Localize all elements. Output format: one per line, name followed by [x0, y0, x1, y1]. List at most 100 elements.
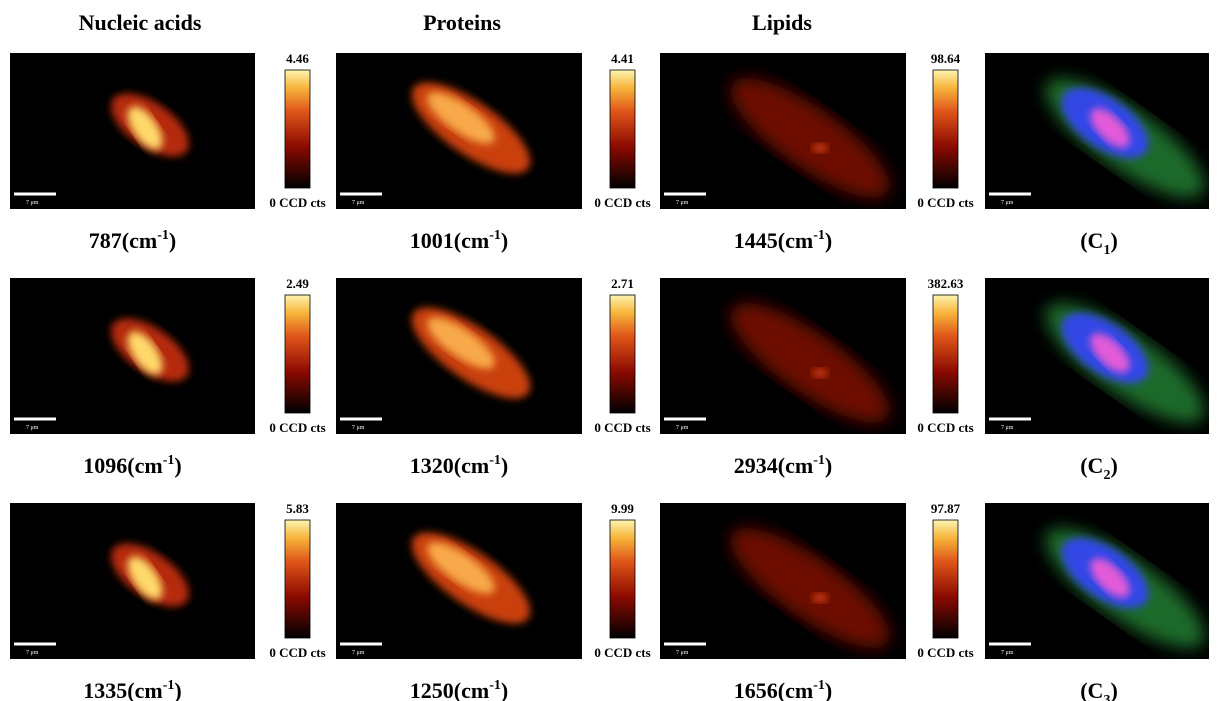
cell-signal — [730, 78, 890, 198]
cell-signal — [1090, 333, 1130, 373]
cell-image — [730, 528, 890, 648]
colorbar — [609, 519, 636, 639]
caption-text: ) — [501, 678, 508, 701]
cell-signal — [812, 593, 828, 603]
colorbar-max-label: 9.99 — [611, 501, 634, 516]
colorbar — [932, 69, 959, 189]
caption-text: ) — [501, 228, 508, 253]
caption-subscript: 1 — [1103, 243, 1110, 258]
colorbar-max-label: 382.63 — [928, 276, 964, 291]
colorbar-min-label: 0 CCD cts — [917, 195, 973, 210]
panel-caption: 1445(cm-1) — [734, 228, 832, 253]
colorbar-max-label: 97.87 — [931, 501, 961, 516]
colorbar — [932, 519, 959, 639]
caption-superscript: -1 — [163, 678, 175, 693]
colorbar-max-label: 4.46 — [286, 51, 309, 66]
cell-image — [411, 307, 531, 399]
scale-bar-label: 7 μm — [352, 650, 365, 656]
caption-superscript: -1 — [157, 228, 169, 243]
scale-bar-label: 7 μm — [26, 650, 39, 656]
panel-caption: 1250(cm-1) — [410, 678, 508, 701]
cell-signal — [127, 106, 163, 150]
cell-image — [111, 93, 189, 157]
caption-text: 1250(cm — [410, 678, 489, 701]
caption-text: 1335(cm — [83, 678, 162, 701]
panel-caption: 1656(cm-1) — [734, 678, 832, 701]
colorbar-max-label: 2.49 — [286, 276, 309, 291]
column-header: Nucleic acids — [79, 10, 202, 35]
caption-subscript: 2 — [1103, 468, 1110, 483]
caption-superscript: -1 — [813, 453, 825, 468]
cell-signal — [812, 368, 828, 378]
scale-bar-label: 7 μm — [676, 425, 689, 431]
caption-text: 1445(cm — [734, 228, 813, 253]
caption-text: 2934(cm — [734, 453, 813, 478]
cell-signal — [427, 92, 495, 144]
cell-signal — [812, 143, 828, 153]
cell-image — [1045, 78, 1205, 198]
panel-caption: 787(cm-1) — [89, 228, 176, 253]
cell-signal — [1090, 108, 1130, 148]
colorbar-max-label: 4.41 — [611, 51, 634, 66]
colorbar — [284, 519, 311, 639]
scale-bar-label: 7 μm — [352, 200, 365, 206]
cell-signal — [730, 303, 890, 423]
colorbar — [609, 294, 636, 414]
caption-superscript: -1 — [489, 228, 501, 243]
cell-signal — [427, 317, 495, 369]
colorbar-max-label: 5.83 — [286, 501, 309, 516]
caption-text: ) — [825, 453, 832, 478]
colorbar — [284, 294, 311, 414]
caption-text: (C — [1080, 678, 1103, 701]
cell-signal — [127, 331, 163, 375]
colorbar — [932, 294, 959, 414]
caption-text: ) — [825, 228, 832, 253]
scale-bar-label: 7 μm — [1001, 200, 1014, 206]
scale-bar-label: 7 μm — [676, 650, 689, 656]
cell-image — [730, 78, 890, 198]
cell-image — [1045, 528, 1205, 648]
caption-text: (C — [1080, 453, 1103, 478]
colorbar-min-label: 0 CCD cts — [594, 420, 650, 435]
caption-text: ) — [1110, 228, 1117, 253]
colorbar-min-label: 0 CCD cts — [917, 420, 973, 435]
scale-bar-label: 7 μm — [676, 200, 689, 206]
colorbar-min-label: 0 CCD cts — [269, 195, 325, 210]
caption-text: ) — [1110, 678, 1117, 701]
caption-text: 787(cm — [89, 228, 157, 253]
colorbar-max-label: 2.71 — [611, 276, 634, 291]
cell-image — [111, 543, 189, 607]
colorbar — [609, 69, 636, 189]
caption-text: ) — [174, 678, 181, 701]
caption-subscript: 3 — [1103, 693, 1110, 701]
caption-text: (C — [1080, 228, 1103, 253]
scale-bar-label: 7 μm — [1001, 425, 1014, 431]
caption-superscript: -1 — [813, 678, 825, 693]
caption-text: ) — [174, 453, 181, 478]
cell-signal — [127, 556, 163, 600]
caption-text: ) — [169, 228, 176, 253]
cell-image — [411, 82, 531, 174]
caption-text: ) — [825, 678, 832, 701]
caption-text: ) — [501, 453, 508, 478]
caption-superscript: -1 — [489, 678, 501, 693]
panel-caption: (C3) — [1080, 678, 1118, 701]
scale-bar-label: 7 μm — [352, 425, 365, 431]
panel-caption: (C1) — [1080, 228, 1118, 258]
cell-signal — [427, 542, 495, 594]
panel-caption: 1001(cm-1) — [410, 228, 508, 253]
caption-superscript: -1 — [163, 453, 175, 468]
caption-text: 1320(cm — [410, 453, 489, 478]
panel-caption: 1320(cm-1) — [410, 453, 508, 478]
cell-image — [1045, 303, 1205, 423]
column-header: Proteins — [423, 10, 501, 35]
cell-image — [730, 303, 890, 423]
caption-text: 1096(cm — [83, 453, 162, 478]
colorbar — [284, 69, 311, 189]
colorbar-min-label: 0 CCD cts — [269, 420, 325, 435]
caption-text: ) — [1110, 453, 1117, 478]
panel-caption: 1335(cm-1) — [83, 678, 181, 701]
caption-superscript: -1 — [813, 228, 825, 243]
